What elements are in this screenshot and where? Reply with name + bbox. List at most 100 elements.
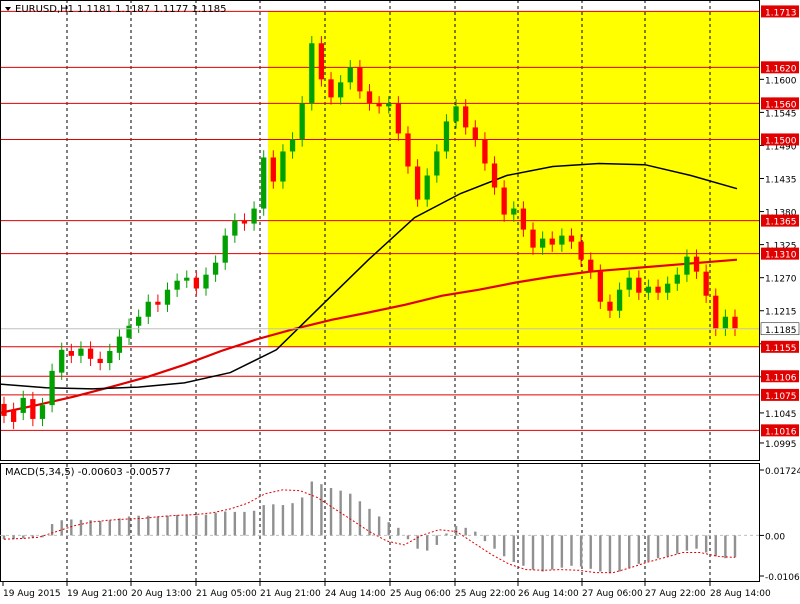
candle-body [424,175,430,200]
x-tick-label: 26 Aug 14:00 [518,589,579,599]
macd-bar [156,516,160,536]
y-tick-label: 1.1545 [765,109,797,119]
level-value: 1.1713 [765,8,797,18]
level-value: 1.1106 [765,373,797,383]
candle-body [270,157,276,182]
moving-averages [0,162,738,414]
candle-body [49,370,55,406]
candle-body [501,187,507,215]
candle-body [212,262,219,275]
macd-bar [483,535,487,542]
ma-slow-line [0,258,738,414]
candle-body [607,301,613,311]
current-price-label: 1.1185 [760,322,800,336]
candle-body [164,289,171,305]
y-tick-label: 1.1380 [765,209,797,219]
candle-body [78,348,84,356]
candle-body [578,241,584,260]
level-value: 1.1560 [765,100,797,110]
level-value: 1.1620 [765,64,797,74]
candle-body [616,289,623,311]
candle-body [155,301,161,305]
candle-body [68,351,74,356]
level-tag [761,214,799,227]
macd-bar [349,493,352,536]
x-tick-label: 19 Aug 21:00 [67,589,128,599]
candle-body [386,103,392,107]
macd-bar [599,535,602,572]
level-tag [761,340,799,353]
macd-bar [714,535,717,557]
candle-body [491,163,498,188]
candlesticks [1,36,738,430]
macd-bar [570,535,573,566]
level-tag [761,247,799,260]
level-tag [761,370,799,383]
candle-body [453,106,459,122]
macd-label: MACD(5,34,5) -0.00603 -0.00577 [5,467,171,478]
candle-body [347,67,353,83]
macd-bar [368,508,371,536]
level-value: 1.1310 [765,251,797,261]
macd-bar [224,511,227,536]
candle-body [674,274,680,284]
macd-bar [329,487,333,536]
candle-body [299,103,305,140]
level-value: 1.1500 [765,136,797,146]
candle-body [655,286,661,293]
macd-bar [685,535,689,551]
x-tick-label: 20 Aug 13:00 [131,589,192,599]
candle-body [87,348,94,359]
candle-body [549,238,555,245]
macd-bar [214,512,217,536]
macd-bar [724,535,727,559]
candle-body [530,229,536,248]
macd-bar [464,527,467,536]
macd-bar [98,521,102,536]
y-tick-label: 1.1490 [765,142,797,152]
macd-bar [79,519,83,536]
candle-body [289,139,296,152]
candle-body [222,235,228,263]
macd-bar [272,504,275,536]
candle-body [10,409,17,422]
level-value: 1.1155 [765,344,797,354]
macd-bar [733,535,737,558]
x-tick-label: 25 Aug 06:00 [390,589,451,599]
y-tick-label: 1.1045 [765,410,797,420]
candle-body [472,127,478,140]
candle-body [395,103,402,134]
macd-bar [310,481,313,536]
candle-body [136,316,142,326]
candle-body [414,166,421,200]
level-value: 1.1016 [765,427,797,437]
highlight-zone [268,11,760,347]
macd-bar [445,533,448,536]
current-price-value: 1.1185 [765,326,797,336]
macd-bar [589,535,592,569]
candle-body [732,316,738,329]
x-tick-label: 24 Aug 14:00 [325,589,386,599]
macd-bar [262,505,265,536]
candle-body [636,277,642,293]
dropdown-icon[interactable] [5,7,11,11]
macd-histogram [2,481,737,574]
candle-body [59,349,65,373]
macd-bar [416,535,419,549]
time-axis: 19 Aug 2015 19 Aug 21:00 20 Aug 13:00 21 Au… [2,582,771,599]
candle-body [193,277,200,289]
macd-bar [281,505,285,536]
macd-bar [41,535,44,538]
macd-bar [704,535,708,553]
level-labels: 1.1713 1.1620 1.1560 1.1500 1.1365 1.1310 1.11… [761,5,799,437]
x-tick-label: 21 Aug 05:00 [196,589,257,599]
candle-body [703,271,709,296]
macd-bar [551,535,554,570]
level-tag [761,424,799,437]
candle-body [1,403,7,416]
candle-body [328,79,334,98]
macd-tick-label: 0.01724 [765,467,800,477]
macd-bar [435,535,439,545]
